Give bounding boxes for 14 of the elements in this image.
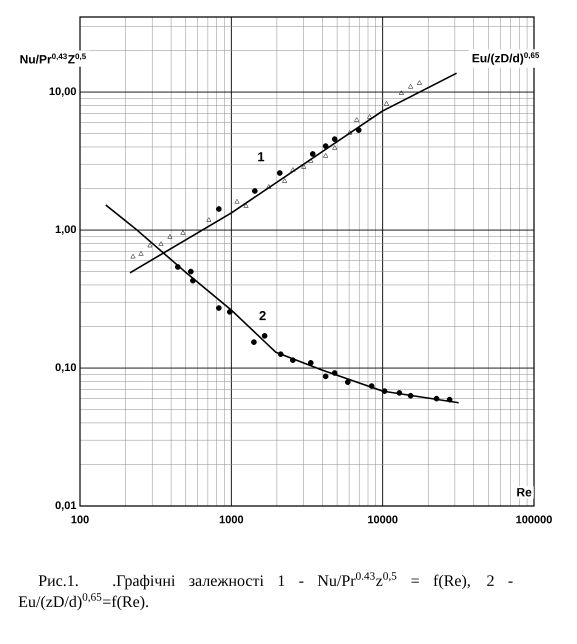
- x-tick-label: 10000: [368, 516, 398, 524]
- annotation: 2: [259, 311, 266, 320]
- y-tick-label: 1,00: [56, 225, 76, 235]
- y-axis-title: Nu/Pr$^{0,43}$Z$^{0,5}$: [20, 53, 86, 64]
- text: Рис.1. .Графічні залежності 1 - Nu/Pr$^{0.43}$z$^{0,5}$ = f(Re), 2 - Eu/(zD/d)$^{0,65}$=f(Re).: [18, 572, 513, 610]
- x-tick-label: 100000: [516, 516, 552, 524]
- annotation: Eu/(zD/d)$^{0,65}$: [472, 52, 540, 65]
- y-tick-label: 0,10: [56, 363, 76, 373]
- y-tick-label: 0,01: [56, 501, 76, 511]
- x-axis-title: Re: [517, 488, 532, 496]
- y-tick-label: 10,00: [50, 87, 76, 97]
- x-tick-label: 1000: [220, 516, 244, 524]
- annotation: 1: [258, 152, 264, 162]
- x-tick-label: 100: [72, 516, 89, 524]
